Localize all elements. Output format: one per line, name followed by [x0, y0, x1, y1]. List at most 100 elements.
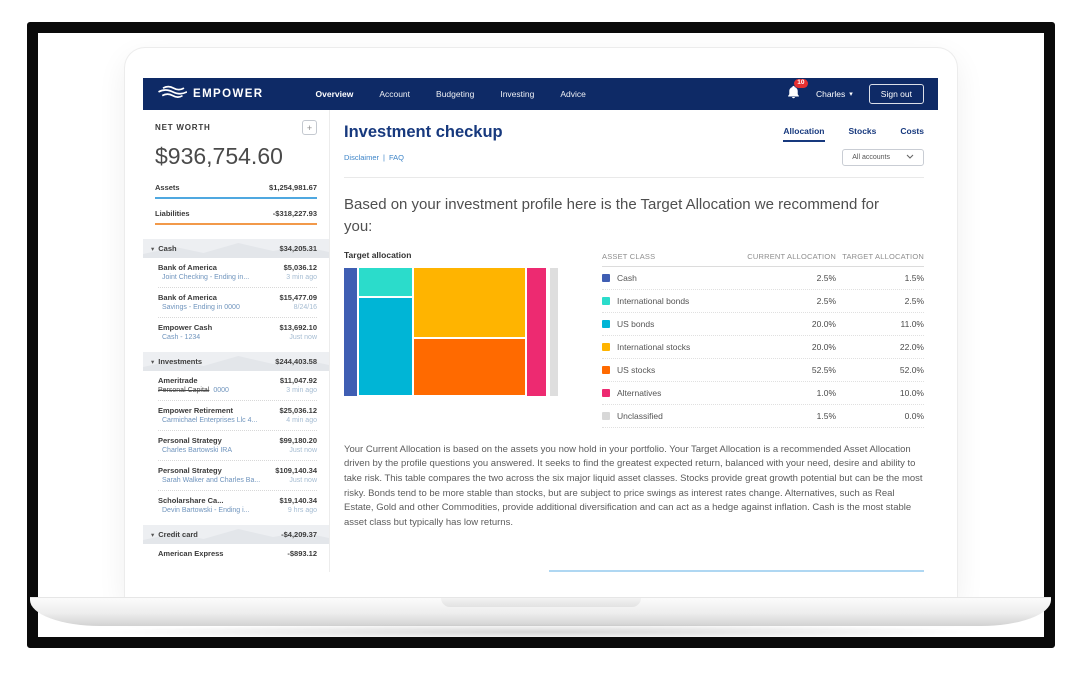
sparkline-icon: [143, 356, 329, 371]
laptop-base-notch: [440, 598, 641, 607]
treemap-block[interactable]: [414, 267, 525, 337]
account-row[interactable]: American Express -$893.12: [158, 544, 317, 572]
next-section-divider: [549, 569, 924, 572]
add-account-button[interactable]: +: [302, 120, 317, 135]
asset-class-name: Alternatives: [617, 387, 662, 398]
section-header[interactable]: ▾ Cash $34,205.31: [143, 239, 329, 258]
account-row[interactable]: Personal Strategy $109,140.34 Sarah Walk…: [158, 460, 317, 490]
account-balance: $15,477.09: [279, 293, 317, 302]
section-header[interactable]: ▾ Investments $244,403.58: [143, 352, 329, 371]
table-row[interactable]: International bonds 2.5% 2.5%: [602, 290, 924, 313]
nav-item[interactable]: Investing: [500, 89, 535, 99]
account-list: Ameritrade $11,047.92 Personal Capital 00…: [158, 371, 317, 520]
current-allocation-value: 52.5%: [811, 364, 836, 375]
account-name: Ameritrade: [158, 376, 198, 385]
asset-class-swatch: [602, 296, 610, 305]
allocation-description: Your Current Allocation is based on the …: [344, 443, 923, 529]
table-row[interactable]: Alternatives 1.0% 10.0%: [602, 382, 924, 405]
account-list: Bank of America $5,036.12 Joint Checking…: [158, 258, 317, 347]
account-row[interactable]: Ameritrade $11,047.92 Personal Capital 00…: [158, 371, 317, 400]
summary-value: $1,254,981.67: [269, 183, 317, 192]
asset-class-swatch: [602, 411, 610, 420]
account-updated: Just now: [289, 477, 317, 484]
account-updated: 3 min ago: [286, 387, 317, 394]
summary-label: Liabilities: [155, 209, 190, 218]
user-menu[interactable]: Charles ▾: [816, 89, 853, 99]
account-row[interactable]: Empower Cash $13,692.10 Cash - 1234 Just…: [158, 317, 317, 347]
account-name: Bank of America: [158, 263, 217, 272]
current-allocation-value: 2.5%: [816, 295, 836, 306]
disclaimer-link[interactable]: Disclaimer: [344, 153, 380, 162]
section-label: Investments: [158, 357, 203, 366]
account-subtitle: Joint Checking - Ending in...: [162, 274, 250, 281]
table-row[interactable]: International stocks 20.0% 22.0%: [602, 336, 924, 359]
account-balance: $99,180.20: [279, 436, 317, 445]
section-total: $244,403.58: [275, 357, 317, 366]
asset-class-swatch: [602, 319, 610, 328]
nav-item[interactable]: Advice: [560, 89, 586, 99]
treemap-block[interactable]: [344, 267, 357, 396]
asset-class-name: Cash: [617, 272, 637, 283]
page-title: Investment checkup: [344, 123, 503, 141]
target-allocation-value: 0.0%: [904, 410, 924, 421]
net-worth-label: NET WORTH: [155, 123, 211, 132]
asset-class-swatch: [602, 388, 610, 397]
notifications-button[interactable]: 10: [787, 78, 808, 104]
table-row[interactable]: Cash 2.5% 1.5%: [602, 267, 924, 290]
account-row[interactable]: Empower Retirement $25,036.12 Carmichael…: [158, 400, 317, 430]
laptop-shadow: [90, 624, 990, 640]
empower-logo[interactable]: EMPOWER: [157, 84, 264, 104]
nav-item[interactable]: Account: [379, 89, 411, 99]
treemap-block[interactable]: [358, 298, 413, 396]
sign-out-button[interactable]: Sign out: [868, 84, 924, 104]
treemap-block[interactable]: [358, 267, 413, 297]
tab[interactable]: Costs: [900, 126, 924, 136]
net-worth-block: NET WORTH + $936,754.60 Assets $1,254,98…: [143, 110, 329, 225]
faq-link[interactable]: FAQ: [388, 153, 404, 162]
section-header[interactable]: ▾ Credit card -$4,209.37: [143, 525, 329, 544]
tab[interactable]: Allocation: [783, 126, 825, 142]
treemap-edge-strip: [550, 267, 558, 396]
summary-row[interactable]: Liabilities -$318,227.93: [155, 206, 317, 225]
treemap-block[interactable]: [414, 338, 525, 396]
summary-value: -$318,227.93: [272, 209, 317, 218]
laptop-screen: EMPOWER Overview Account Budgeting Inves…: [125, 48, 957, 597]
account-updated: 4 min ago: [286, 417, 317, 424]
chevron-down-icon: [906, 154, 914, 161]
current-allocation-value: 1.5%: [816, 410, 836, 421]
account-row[interactable]: Scholarshare Ca... $19,140.34 Devin Bart…: [158, 490, 317, 520]
nav-item[interactable]: Overview: [315, 89, 354, 99]
col-asset-class: ASSET CLASS: [602, 251, 656, 261]
account-name: Empower Retirement: [158, 406, 234, 415]
account-name: Empower Cash: [158, 323, 213, 332]
tab[interactable]: Stocks: [848, 126, 877, 136]
treemap-title: Target allocation: [344, 249, 412, 260]
app-window: EMPOWER Overview Account Budgeting Inves…: [143, 78, 938, 572]
table-row[interactable]: Unclassified 1.5% 0.0%: [602, 405, 924, 428]
account-list: American Express -$893.12: [158, 544, 317, 572]
doc-links: Disclaimer | FAQ: [344, 153, 404, 162]
table-row[interactable]: US bonds 20.0% 11.0%: [602, 313, 924, 336]
account-name: Scholarshare Ca...: [158, 496, 224, 505]
account-section: ▾ Investments $244,403.58: [143, 352, 329, 520]
net-worth-value: $936,754.60: [155, 143, 283, 169]
account-row[interactable]: Bank of America $15,477.09 Savings - End…: [158, 287, 317, 317]
account-row[interactable]: Bank of America $5,036.12 Joint Checking…: [158, 258, 317, 287]
accounts-filter-dropdown[interactable]: All accounts: [842, 149, 924, 166]
caret-down-icon: ▾: [151, 358, 155, 366]
account-row[interactable]: Personal Strategy $99,180.20 Charles Bar…: [158, 430, 317, 460]
treemap-column: Target allocation: [344, 250, 560, 428]
treemap-block[interactable]: [527, 267, 546, 396]
account-sections: ▾ Cash $34,205.31 Bank of: [143, 239, 329, 572]
asset-class-name: US bonds: [617, 318, 655, 329]
target-allocation-treemap: [344, 267, 546, 396]
nav-item[interactable]: Budgeting: [436, 89, 475, 99]
table-row[interactable]: US stocks 52.5% 52.0%: [602, 359, 924, 382]
summary-row[interactable]: Assets $1,254,981.67: [155, 180, 317, 199]
account-name: American Express: [158, 549, 224, 558]
section-label: Credit card: [158, 530, 198, 539]
col-current-allocation: CURRENT ALLOCATION: [747, 251, 836, 261]
current-allocation-value: 20.0%: [811, 341, 836, 352]
account-subtitle: Personal Capital 0000: [158, 387, 229, 394]
target-allocation-value: 10.0%: [899, 387, 924, 398]
